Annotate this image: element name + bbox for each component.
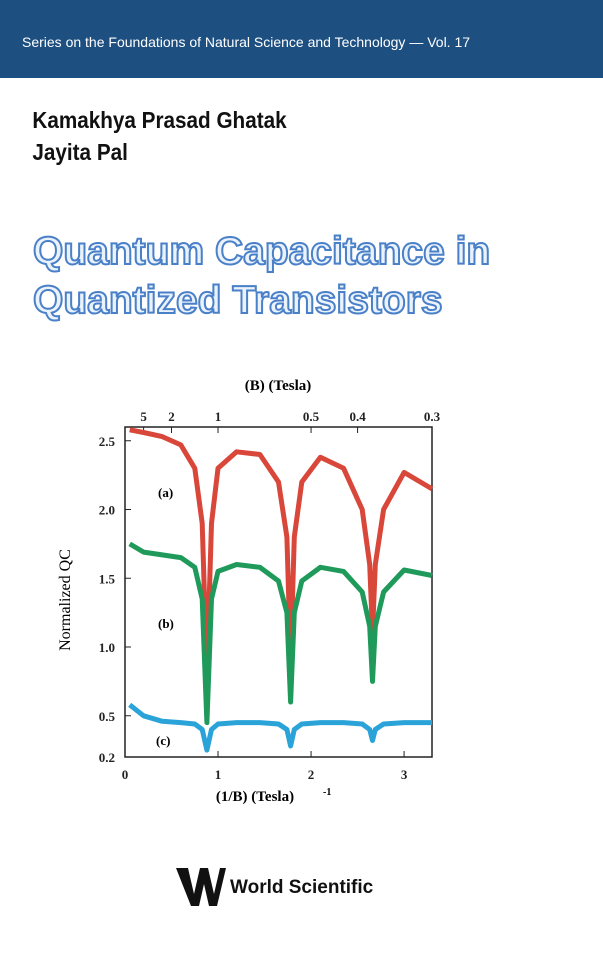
x-tick-label: 3 [401, 767, 408, 782]
data-line [128, 702, 432, 753]
publisher: World Scientific [230, 877, 374, 898]
y-tick-label: 0.5 [99, 709, 116, 724]
x-label-superscript: -1 [323, 787, 331, 798]
x2-tick-label: 0.3 [424, 409, 441, 424]
logo-mark [176, 868, 226, 906]
x-label: (1/B) (Tesla) [216, 789, 294, 805]
y-tick-label: 2.0 [99, 503, 115, 518]
x2-tick-label: 5 [140, 409, 147, 424]
x2-tick-label: 2 [168, 409, 175, 424]
header-band [0, 0, 603, 78]
curve-label: (c) [156, 733, 170, 748]
author: Kamakhya Prasad Ghatak [32, 107, 287, 133]
book-title: Quantum Capacitance in [33, 230, 490, 273]
curve-label: (b) [158, 616, 174, 631]
x2-tick-label: 0.5 [303, 409, 320, 424]
curve-label: (a) [158, 485, 173, 500]
y-tick-label: 2.5 [99, 434, 116, 449]
x2-label: (B) (Tesla) [245, 378, 312, 394]
x2-tick-label: 0.4 [349, 409, 366, 424]
y-tick-label: 1.0 [99, 640, 115, 655]
data-line [128, 541, 433, 726]
book-title: Quantized Transistors [33, 279, 443, 322]
series-line: Series on the Foundations of Natural Sci… [22, 34, 470, 50]
publisher-logo [176, 868, 226, 906]
y-label: Normalized QC [57, 549, 74, 651]
figure: (B) (Tesla) (1/B) (Tesla) -1 Normalized … [57, 378, 441, 805]
y-tick-label: 0.2 [99, 750, 115, 765]
x-tick-label: 0 [122, 767, 129, 782]
x-tick-label: 1 [215, 767, 222, 782]
y-tick-label: 1.5 [99, 571, 116, 586]
x-tick-label: 2 [308, 767, 315, 782]
author: Jayita Pal [32, 139, 127, 165]
x2-tick-label: 1 [215, 409, 222, 424]
